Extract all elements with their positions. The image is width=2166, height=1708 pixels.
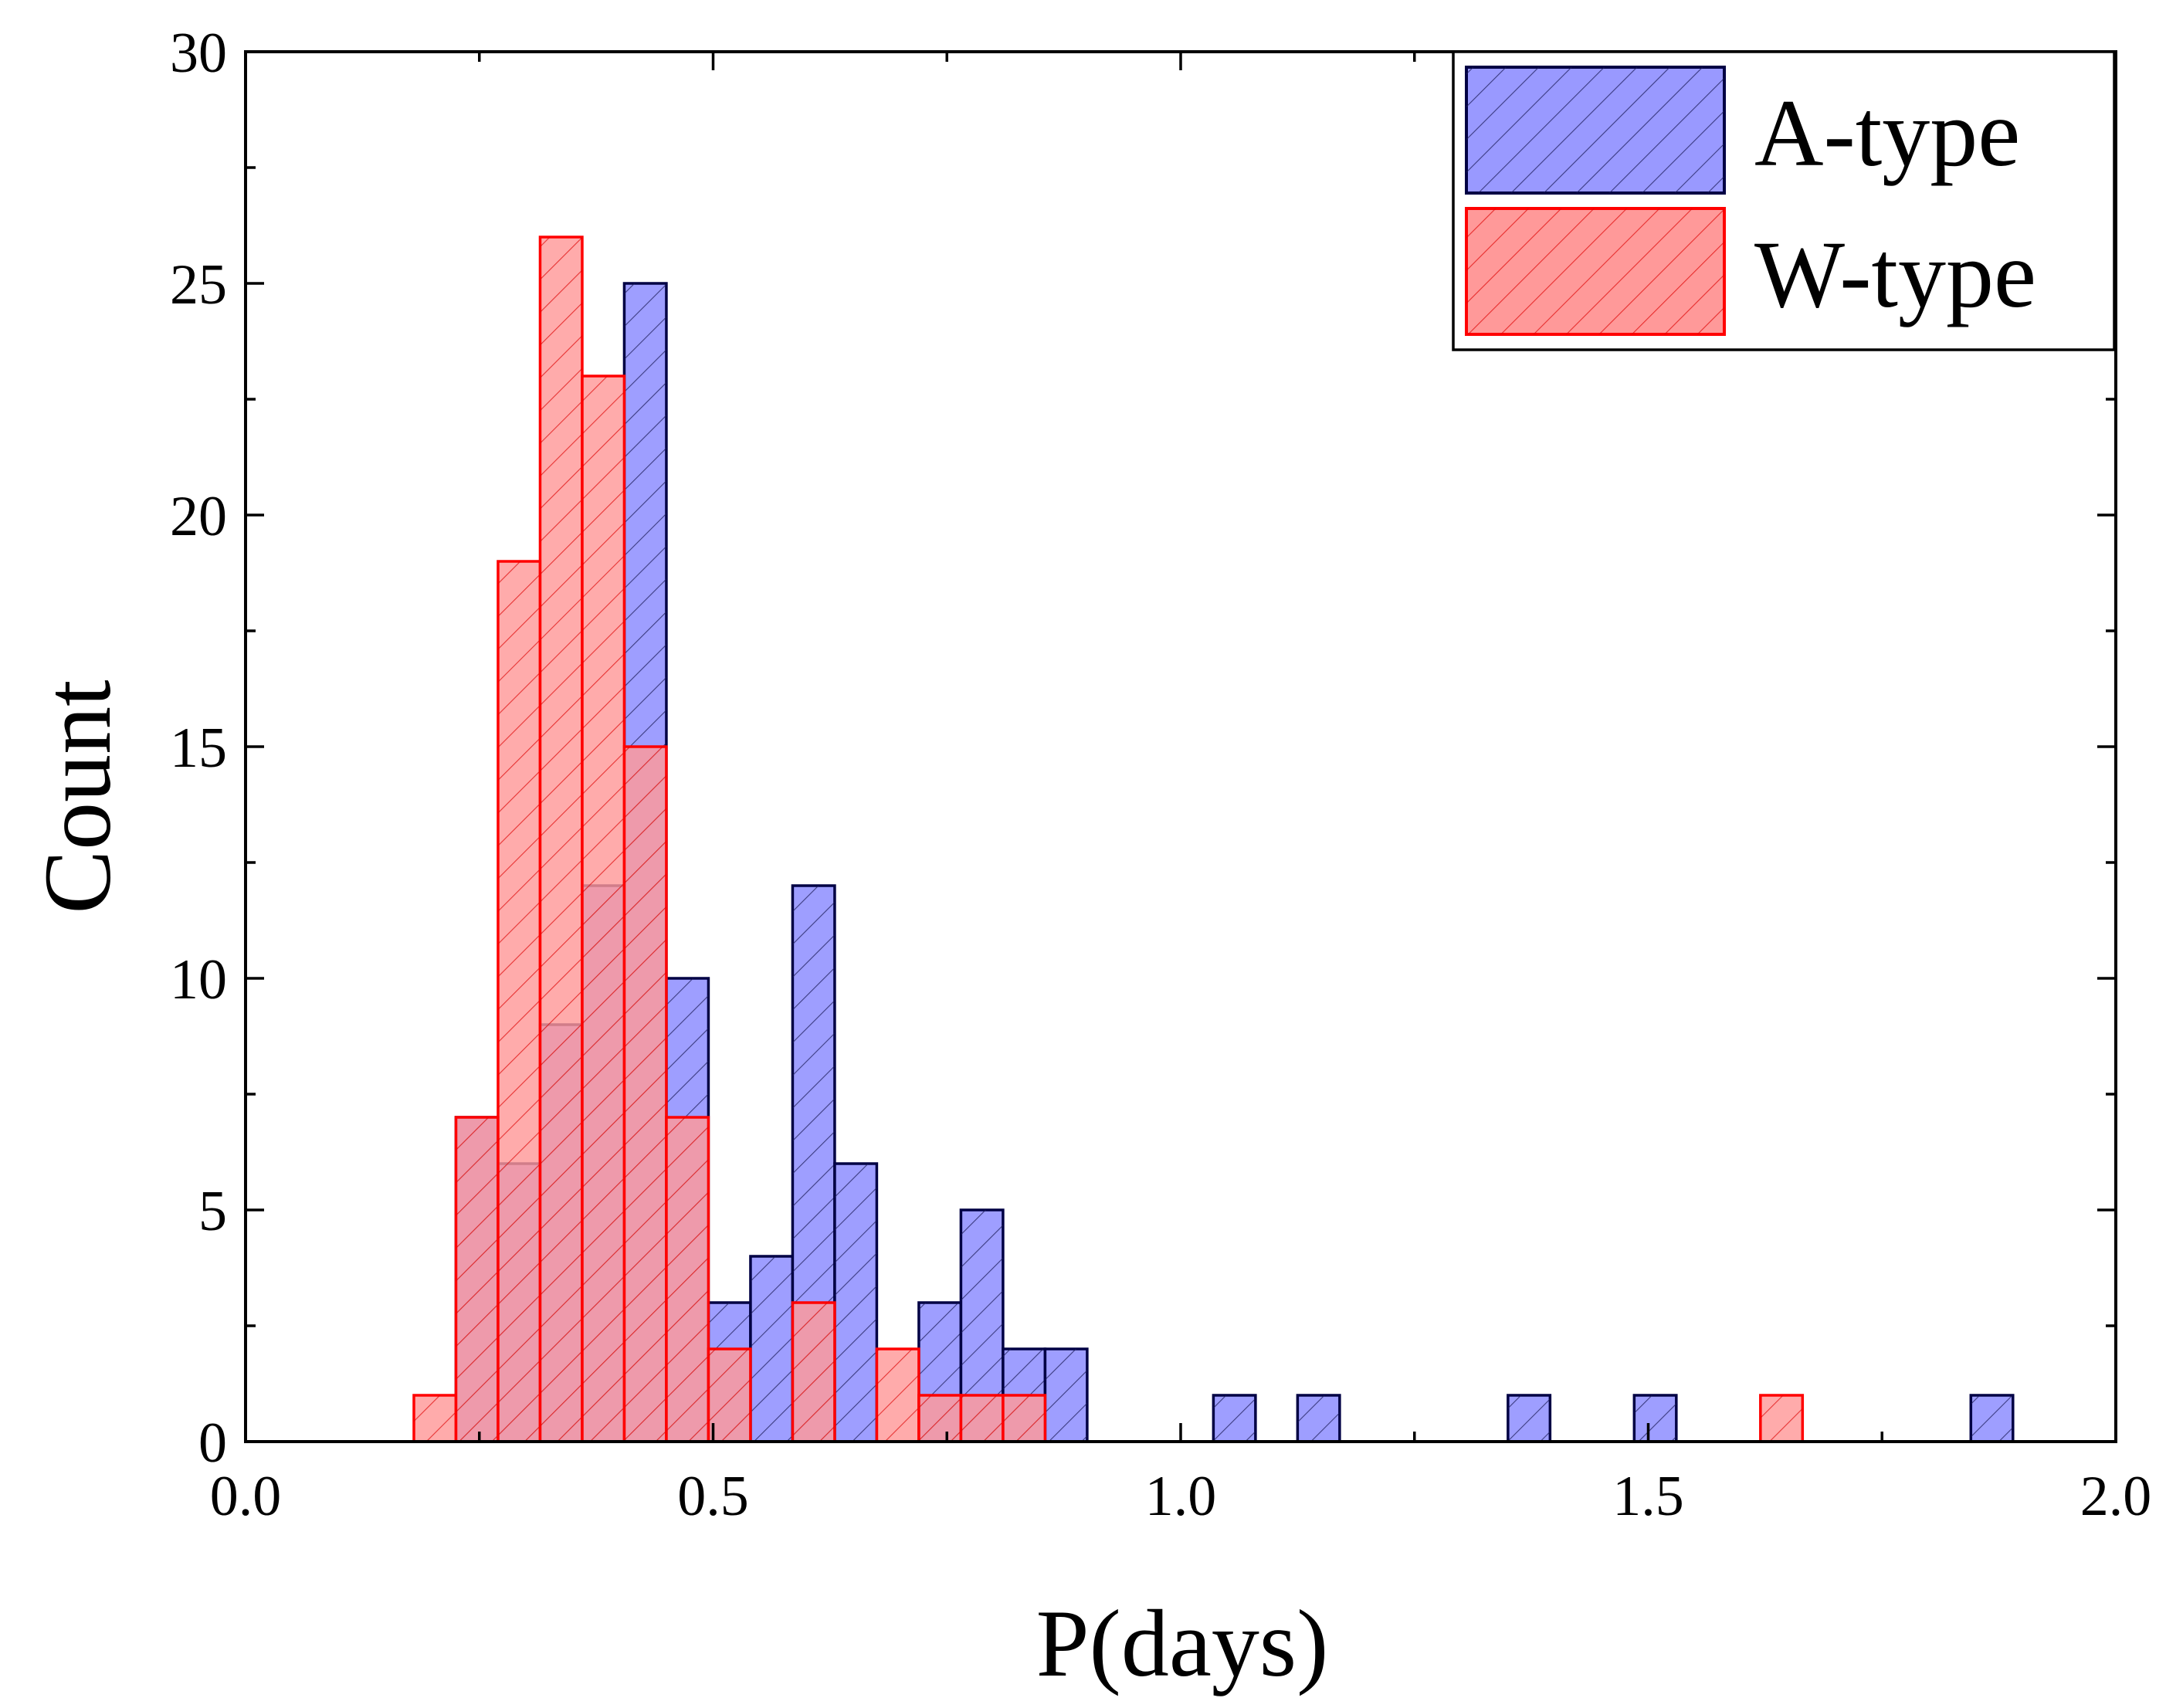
bar-hatch-a-type-16 — [1507, 1395, 1551, 1442]
x-axis-title: P(days) — [1036, 1591, 1329, 1696]
bar-hatch-a-type-7 — [750, 1256, 793, 1442]
bar-hatch-w-type-11 — [961, 1395, 1003, 1442]
bars-layer — [412, 236, 2015, 1443]
bar-hatch-w-type-12 — [1002, 1395, 1046, 1442]
bar-hatch-w-type-6 — [666, 1117, 709, 1442]
y-tick-label: 20 — [170, 485, 227, 548]
x-tick-label: 1.0 — [1145, 1465, 1217, 1528]
legend-label-a-type: A-type — [1754, 80, 2020, 186]
bar-hatch-w-type-5 — [624, 747, 666, 1442]
legend-item-a-type: A-type — [1465, 66, 2020, 195]
bar-hatch-a-type-17 — [1634, 1395, 1676, 1442]
legend-label-w-type: W-type — [1754, 222, 2036, 327]
bar-hatch-a-type-18 — [1971, 1395, 2013, 1442]
series-w-type — [412, 236, 1805, 1443]
x-tick-label: 1.5 — [1612, 1465, 1684, 1528]
bar-hatch-w-type-4 — [581, 376, 625, 1442]
y-tick-label: 0 — [198, 1411, 227, 1475]
bar-hatch-w-type-10 — [918, 1395, 961, 1442]
x-tick-label: 0.5 — [677, 1465, 749, 1528]
x-tick-label: 0.0 — [210, 1465, 282, 1528]
y-axis-title: Count — [25, 679, 131, 913]
y-tick-label: 10 — [170, 948, 227, 1012]
legend: A-type W-type — [1452, 50, 2116, 351]
y-tick-label: 5 — [198, 1180, 227, 1243]
bar-hatch-w-type-1 — [456, 1117, 498, 1442]
y-tick-label: 30 — [170, 22, 227, 85]
legend-swatch-a-type-hatch — [1466, 67, 1724, 193]
bar-hatch-w-type-2 — [497, 561, 541, 1442]
bar-hatch-a-type-9 — [834, 1164, 877, 1442]
bar-hatch-a-type-13 — [1045, 1349, 1087, 1442]
bar-hatch-a-type-14 — [1213, 1395, 1256, 1442]
bar-hatch-w-type-8 — [792, 1303, 835, 1442]
bar-hatch-w-type-13 — [1760, 1395, 1803, 1442]
legend-swatch-w-type-hatch — [1466, 208, 1724, 334]
bar-hatch-w-type-9 — [876, 1349, 919, 1442]
bar-hatch-w-type-0 — [413, 1395, 456, 1442]
legend-item-w-type: W-type — [1465, 207, 2036, 336]
y-tick-label: 15 — [170, 717, 227, 780]
bar-hatch-w-type-7 — [708, 1349, 751, 1442]
y-tick-label: 25 — [170, 253, 227, 317]
axes-layer: 0.0 0.5 1.0 1.5 2.0 0 5 10 15 20 25 30 — [170, 22, 2151, 1528]
bar-hatch-w-type-3 — [540, 237, 582, 1442]
bar-hatch-a-type-15 — [1297, 1395, 1340, 1442]
x-tick-label: 2.0 — [2080, 1465, 2152, 1528]
